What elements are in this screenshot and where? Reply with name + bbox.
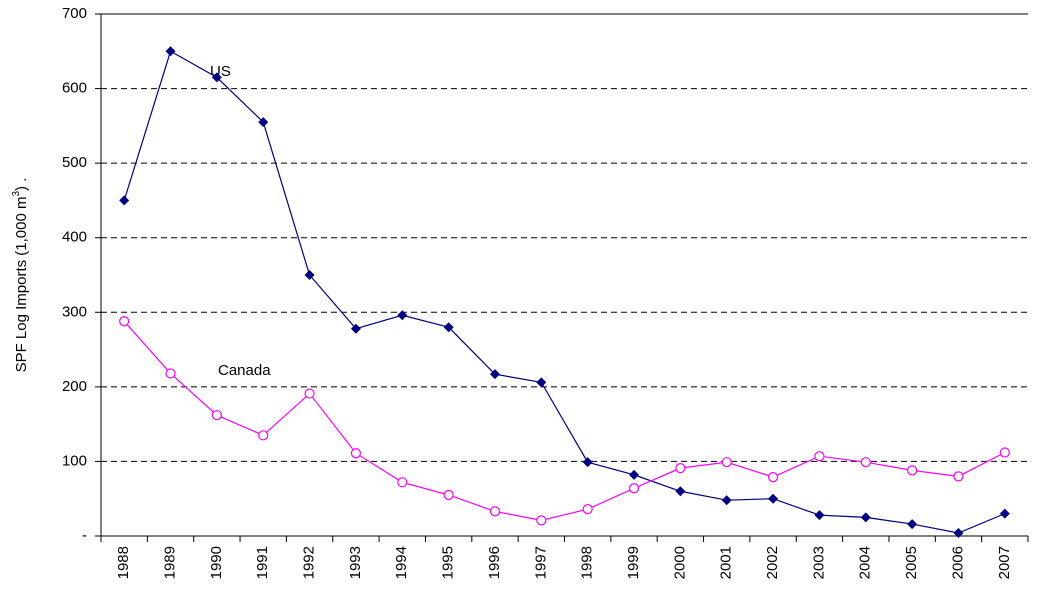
marker	[628, 483, 640, 494]
x-tick-label: 1999	[625, 546, 642, 579]
y-tick-label: 500	[62, 154, 87, 171]
marker	[304, 388, 315, 399]
y-tick-label: 300	[62, 303, 87, 320]
marker	[767, 471, 779, 483]
x-tick-label: 1989	[161, 546, 178, 579]
x-tick-label: 1998	[579, 546, 596, 579]
marker	[119, 316, 130, 327]
series-line	[123, 320, 1006, 521]
marker	[443, 322, 454, 333]
y-tick-label: -	[82, 527, 87, 544]
marker	[397, 477, 408, 488]
x-tick-label: 1993	[347, 546, 364, 579]
marker	[350, 448, 362, 459]
marker	[536, 515, 547, 526]
y-tick-label: 100	[62, 452, 87, 469]
x-tick-label: 2003	[810, 546, 827, 579]
marker	[489, 369, 500, 380]
marker	[768, 493, 779, 504]
marker	[629, 469, 640, 480]
y-tick-label: 200	[62, 378, 87, 395]
marker	[999, 447, 1010, 458]
x-tick-label: 1996	[486, 546, 503, 579]
marker	[814, 510, 825, 521]
series-line	[123, 50, 1006, 534]
marker	[675, 486, 686, 497]
marker	[721, 457, 732, 468]
marker	[907, 519, 918, 530]
y-tick-label: 700	[62, 5, 87, 22]
x-tick-label: 2007	[996, 546, 1013, 579]
marker	[860, 512, 871, 523]
x-tick-label: 1992	[301, 546, 318, 579]
x-tick-label: 2002	[764, 546, 781, 579]
series-annotation: Canada	[218, 362, 271, 379]
x-tick-label: 2001	[718, 546, 735, 579]
marker	[211, 72, 222, 83]
x-tick-label: 1994	[393, 546, 410, 579]
marker	[443, 489, 454, 501]
marker	[119, 195, 130, 206]
x-tick-label: 1991	[254, 546, 271, 579]
marker	[350, 323, 361, 334]
marker	[907, 465, 918, 476]
marker	[953, 528, 964, 539]
x-tick-label: 1988	[115, 546, 132, 579]
marker	[304, 270, 315, 280]
y-tick-label: 600	[62, 80, 87, 97]
marker	[860, 457, 871, 468]
x-tick-label: 2004	[857, 546, 874, 579]
x-tick-label: 2000	[671, 546, 688, 579]
marker	[211, 410, 222, 421]
x-tick-label: 2006	[949, 546, 966, 579]
x-tick-label: 1997	[532, 546, 549, 579]
marker	[397, 310, 408, 321]
y-axis-label: SPF Log Imports (1,000 m3) .	[11, 178, 30, 373]
marker	[675, 463, 686, 474]
marker	[165, 368, 176, 379]
marker	[165, 46, 176, 57]
marker	[953, 471, 964, 482]
marker	[999, 508, 1010, 519]
marker	[582, 504, 593, 515]
marker	[258, 117, 269, 128]
x-tick-label: 1995	[440, 546, 457, 579]
marker	[721, 495, 732, 506]
x-tick-label: 2005	[903, 546, 920, 579]
marker	[814, 451, 825, 462]
marker	[536, 377, 547, 388]
marker	[489, 506, 501, 517]
marker	[582, 457, 593, 468]
x-tick-label: 1990	[208, 546, 225, 579]
marker	[258, 430, 269, 441]
y-tick-label: 400	[62, 229, 87, 246]
